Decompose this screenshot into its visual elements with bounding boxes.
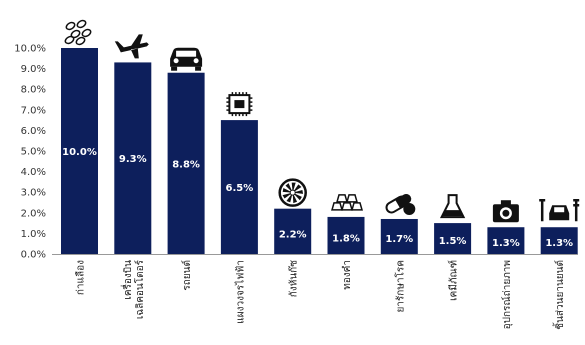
x-tick-label: อุปกรณ์ถ่ายภาพ	[501, 260, 513, 329]
airplane-icon	[114, 34, 149, 59]
x-tick-label: ยารักษาโรค	[393, 260, 406, 313]
x-tick-label-line: ทองคำ	[342, 260, 353, 290]
y-axis: 0.0% 1.0% 2.0% 3.0% 4.0% 5.0% 6.0% 7.0% 8.0% 9.0%…	[14, 44, 46, 261]
icons-group	[64, 19, 580, 223]
y-tick-label: 6.0%	[21, 126, 46, 137]
y-tick-label: 9.0%	[21, 64, 46, 75]
y-tick-label: 5.0%	[21, 147, 46, 158]
bar-value-label: 8.8%	[172, 159, 200, 170]
x-tick-label-line: ยารักษาโรค	[393, 260, 406, 313]
soybean-icon	[64, 19, 92, 46]
bar	[61, 48, 98, 254]
x-tick-label: เครื่องบิน เฉลิคอนโตอร์	[120, 259, 146, 319]
bar	[274, 208, 312, 254]
x-tick-label: กังหันก๊ซ	[288, 260, 300, 297]
x-tick-label: รถยนต์	[181, 260, 193, 291]
x-tick-label-line: เคมีภัณฑ์	[448, 260, 460, 301]
bar	[114, 62, 152, 254]
x-tick-label: เคมีภัณฑ์	[448, 260, 460, 301]
bar	[327, 216, 365, 254]
y-tick-label: 3.0%	[21, 188, 46, 199]
x-tick-label: แผงวงจรไฟฟ้า	[234, 260, 246, 324]
x-tick-label-line: แผงวงจรไฟฟ้า	[234, 260, 246, 324]
x-tick-label-line: ชิ้นส่วนยานยนต์	[552, 260, 566, 330]
y-tick-label: 2.0%	[21, 208, 46, 219]
bar-value-label: 10.0%	[62, 147, 97, 158]
x-tick-label: ก่าแลือง	[75, 260, 87, 295]
bar-value-label: 1.8%	[332, 233, 360, 244]
x-axis-labels: ก่าแลือง เครื่องบิน เฉลิคอนโตอร์ รถยนต์ แผงว…	[75, 259, 567, 329]
bar	[540, 227, 578, 254]
x-tick-label-line: รถยนต์	[181, 260, 193, 291]
flask-icon	[439, 194, 466, 219]
bar	[434, 223, 472, 254]
x-tick-label: ชิ้นส่วนยานยนต์	[552, 260, 566, 330]
bar	[380, 218, 418, 254]
y-tick-label: 0.0%	[21, 250, 46, 261]
bar-value-label: 1.3%	[492, 238, 520, 249]
bar-value-label: 1.7%	[385, 234, 413, 245]
bar-value-label: 9.3%	[119, 154, 147, 165]
car-icon	[170, 47, 203, 71]
y-tick-label: 7.0%	[21, 105, 46, 116]
gold-bars-icon	[331, 194, 363, 211]
x-tick-label-line: ก่าแลือง	[75, 260, 87, 295]
pill-icon	[385, 194, 416, 215]
x-tick-label-line: เฉลิคอนโตอร์	[133, 259, 146, 319]
car-repair-icon	[539, 198, 580, 222]
chip-icon	[226, 92, 253, 117]
bar	[487, 227, 525, 254]
y-tick-label: 1.0%	[21, 229, 46, 240]
bars-group: 10.0% 9.3% 8.8% 6.5% 2.2% 1.8% 1.7% 1.5% 1.3% 1.3…	[61, 48, 578, 254]
x-tick-label-line: เครื่องบิน	[120, 260, 134, 300]
y-tick-label: 10.0%	[14, 44, 46, 55]
x-tick-label-line: กังหันก๊ซ	[288, 260, 300, 297]
bar-value-label: 2.2%	[279, 230, 307, 241]
bar-value-label: 1.3%	[545, 238, 573, 249]
x-tick-label-line: อุปกรณ์ถ่ายภาพ	[501, 260, 513, 329]
x-tick-label: ทองคำ	[342, 260, 353, 290]
bar-value-label: 6.5%	[226, 183, 254, 194]
turbine-icon	[278, 178, 307, 207]
bar-value-label: 1.5%	[439, 236, 467, 247]
bar	[167, 72, 205, 254]
camera-icon	[492, 200, 519, 223]
bar	[220, 120, 258, 254]
y-tick-label: 4.0%	[21, 167, 46, 178]
y-tick-label: 8.0%	[21, 85, 46, 96]
